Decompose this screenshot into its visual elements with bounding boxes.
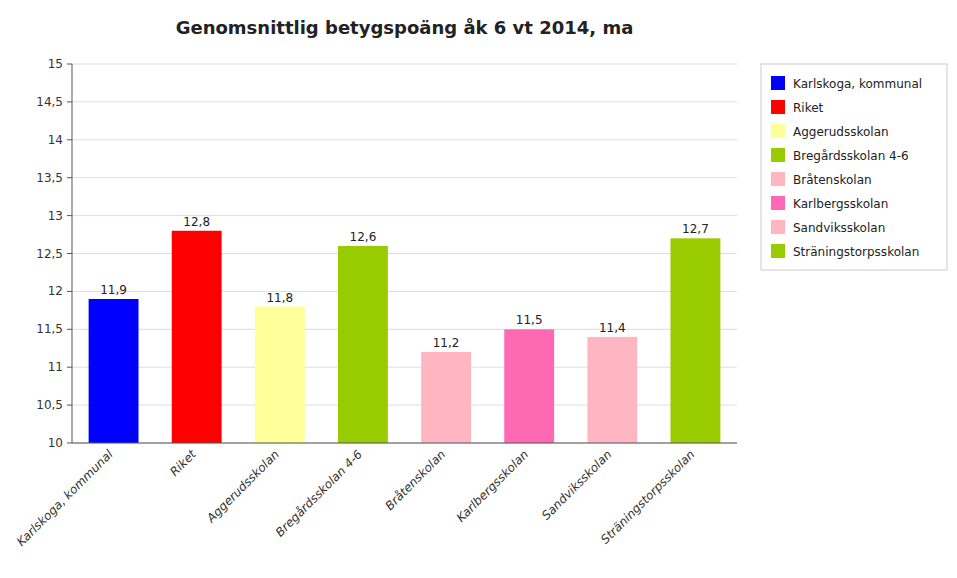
y-tick xyxy=(67,405,72,406)
x-axis: Karlskoga, kommunalRiketAggerudsskolanBr… xyxy=(14,443,737,549)
x-tick-label: Sträningstorpsskolan xyxy=(598,447,698,547)
data-label: 11,9 xyxy=(100,283,127,297)
y-tick-label: 14,5 xyxy=(36,95,63,109)
data-label: 11,5 xyxy=(516,313,543,327)
legend-label: Sandviksskolan xyxy=(793,221,885,235)
x-tick-label: Sandviksskolan xyxy=(539,447,614,522)
bar xyxy=(172,231,222,443)
legend-label: Aggerudsskolan xyxy=(793,125,889,139)
legend-label: Bråtenskolan xyxy=(793,173,872,187)
y-tick xyxy=(67,329,72,330)
y-tick-label: 13,5 xyxy=(36,171,63,185)
chart-svg: Genomsnittlig betygspoäng åk 6 vt 2014, … xyxy=(0,0,957,578)
legend-label: Karlskoga, kommunal xyxy=(793,77,922,91)
y-tick xyxy=(67,291,72,292)
y-tick xyxy=(67,253,72,254)
y-tick-label: 12,5 xyxy=(36,247,63,261)
bar xyxy=(338,246,388,443)
legend-swatch xyxy=(771,244,785,258)
bar xyxy=(421,352,471,443)
y-tick xyxy=(67,367,72,368)
legend-swatch xyxy=(771,196,785,210)
legend: Karlskoga, kommunal Riket Aggerudsskolan Br… xyxy=(761,64,947,270)
y-axis: 10 10,5 11 11,5 12 12,5 13 13,5 14 14,5 15 xyxy=(36,57,72,450)
y-tick-label: 11,5 xyxy=(36,322,63,336)
y-tick-label: 12 xyxy=(48,284,63,298)
y-tick xyxy=(67,139,72,140)
bar xyxy=(587,337,637,443)
data-label: 12,8 xyxy=(183,215,210,229)
y-tick-label: 10,5 xyxy=(36,398,63,412)
data-label: 11,4 xyxy=(599,321,626,335)
y-tick xyxy=(67,443,72,444)
y-axis-line xyxy=(72,64,73,443)
data-label: 11,8 xyxy=(266,291,293,305)
x-tick-label: Bregårdsskolan 4-6 xyxy=(273,447,366,540)
grid-line xyxy=(72,443,737,444)
y-tick-label: 14 xyxy=(48,133,63,147)
legend-label: Karlbergsskolan xyxy=(793,197,888,211)
grid-line xyxy=(72,64,737,65)
bar xyxy=(255,307,305,443)
grid-line xyxy=(72,101,737,102)
x-tick-label: Aggerudsskolan xyxy=(203,447,282,526)
data-labels: 11,9 12,8 11,8 12,6 11,2 11,5 11,4 12,7 xyxy=(100,215,709,350)
bar xyxy=(671,238,721,443)
y-tick xyxy=(67,101,72,102)
chart-container: Genomsnittlig betygspoäng åk 6 vt 2014, … xyxy=(0,0,957,578)
y-tick-label: 13 xyxy=(48,209,63,223)
bars xyxy=(89,231,721,443)
legend-frame xyxy=(761,64,947,270)
x-axis-line xyxy=(72,443,737,444)
y-tick-label: 11 xyxy=(48,360,63,374)
title: Genomsnittlig betygspoäng åk 6 vt 2014, … xyxy=(176,17,634,38)
grid-line xyxy=(72,177,737,178)
legend-swatch xyxy=(771,148,785,162)
y-tick xyxy=(67,215,72,216)
y-tick-label: 15 xyxy=(48,57,63,71)
data-label: 12,6 xyxy=(350,230,377,244)
legend-label: Bregårdsskolan 4-6 xyxy=(793,149,909,163)
y-tick-label: 10 xyxy=(48,436,63,450)
legend-label: Sträningstorpsskolan xyxy=(793,245,919,259)
grid-line xyxy=(72,215,737,216)
x-tick-label: Bråtenskolan xyxy=(382,447,448,513)
legend-swatch xyxy=(771,220,785,234)
legend-swatch xyxy=(771,172,785,186)
x-tick-label: Riket xyxy=(167,446,200,479)
x-tick-label: Karlskoga, kommunal xyxy=(14,447,116,549)
grid-line xyxy=(72,139,737,140)
bar xyxy=(89,299,139,443)
y-tick xyxy=(67,64,72,65)
x-tick-label: Karlbergsskolan xyxy=(454,447,532,525)
grid xyxy=(72,64,737,443)
data-label: 12,7 xyxy=(682,222,709,236)
data-label: 11,2 xyxy=(433,336,460,350)
y-tick xyxy=(67,177,72,178)
legend-swatch xyxy=(771,100,785,114)
legend-label: Riket xyxy=(793,101,824,115)
legend-swatch xyxy=(771,76,785,90)
bar xyxy=(504,329,554,443)
legend-swatch xyxy=(771,124,785,138)
